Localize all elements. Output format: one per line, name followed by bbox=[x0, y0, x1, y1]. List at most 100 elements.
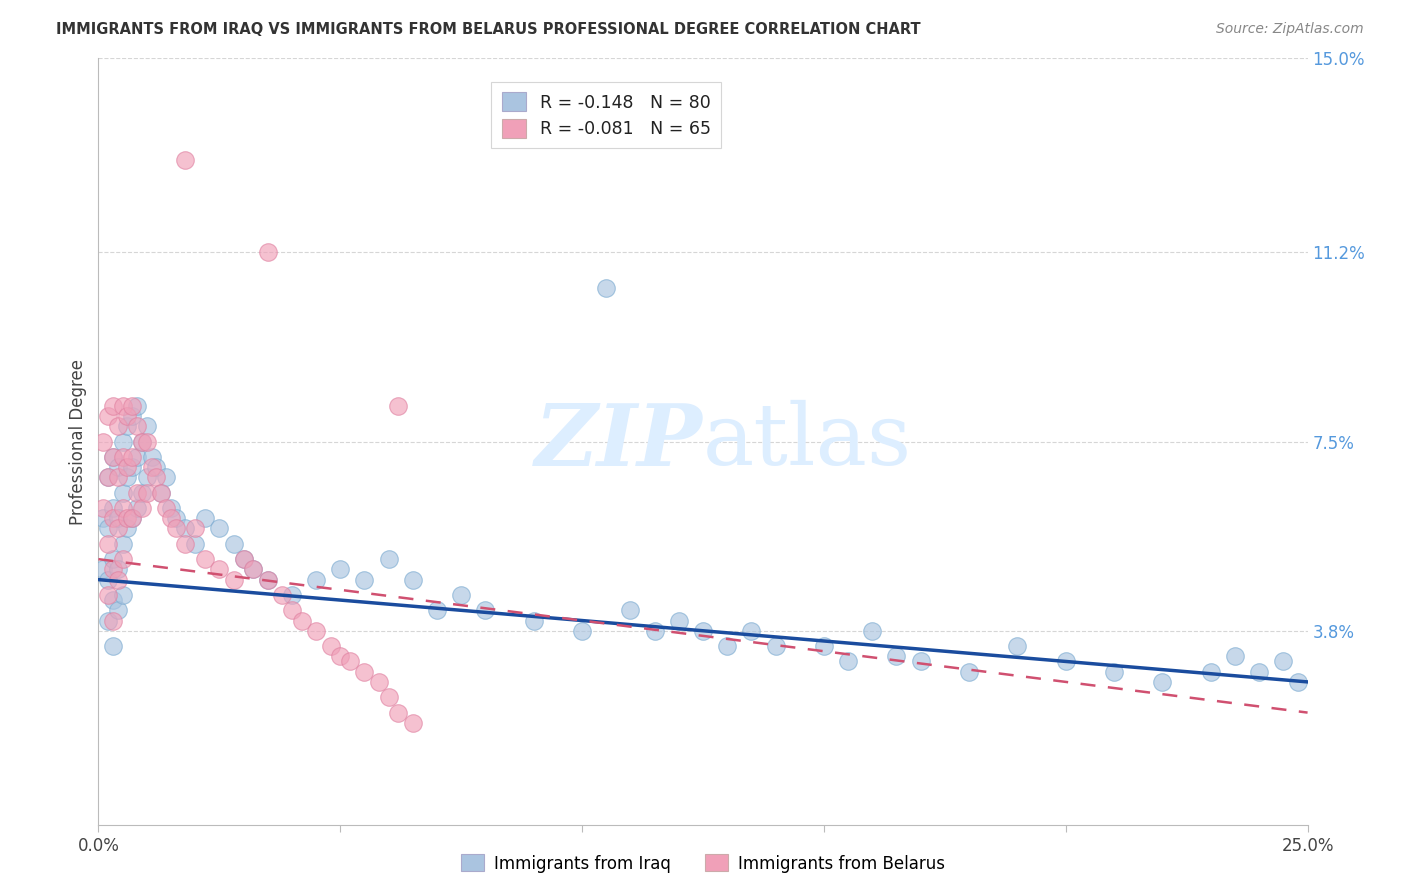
Point bbox=[107, 521, 129, 535]
Point bbox=[150, 485, 173, 500]
Point bbox=[101, 501, 124, 516]
Point bbox=[111, 399, 134, 413]
Point bbox=[387, 706, 409, 720]
Point bbox=[1272, 655, 1295, 669]
Point bbox=[155, 470, 177, 484]
Point bbox=[141, 460, 163, 475]
Point bbox=[91, 501, 114, 516]
Point bbox=[135, 470, 157, 484]
Point bbox=[117, 419, 139, 434]
Point bbox=[121, 450, 143, 464]
Point bbox=[377, 690, 399, 705]
Point bbox=[111, 537, 134, 551]
Y-axis label: Professional Degree: Professional Degree bbox=[69, 359, 87, 524]
Point bbox=[281, 588, 304, 602]
Point bbox=[135, 434, 157, 449]
Point bbox=[1102, 665, 1125, 679]
Point bbox=[91, 511, 114, 525]
Point bbox=[111, 434, 134, 449]
Point bbox=[692, 624, 714, 638]
Point bbox=[117, 470, 139, 484]
Point bbox=[208, 562, 231, 576]
Point bbox=[107, 603, 129, 617]
Point bbox=[387, 399, 409, 413]
Point bbox=[174, 521, 197, 535]
Point bbox=[194, 511, 217, 525]
Point bbox=[145, 470, 167, 484]
Point bbox=[131, 501, 153, 516]
Point bbox=[127, 419, 149, 434]
Point bbox=[740, 624, 762, 638]
Point bbox=[716, 639, 738, 653]
Point bbox=[127, 485, 149, 500]
Point bbox=[242, 562, 264, 576]
Point bbox=[101, 562, 124, 576]
Point bbox=[256, 245, 278, 260]
Point bbox=[368, 674, 391, 689]
Point bbox=[644, 624, 666, 638]
Point bbox=[97, 573, 120, 587]
Point bbox=[121, 409, 143, 423]
Point bbox=[1152, 674, 1174, 689]
Point bbox=[329, 562, 352, 576]
Point bbox=[111, 450, 134, 464]
Point bbox=[111, 588, 134, 602]
Point bbox=[97, 614, 120, 628]
Point bbox=[256, 573, 278, 587]
Point bbox=[141, 450, 163, 464]
Point bbox=[353, 573, 375, 587]
Point bbox=[101, 552, 124, 566]
Point bbox=[377, 552, 399, 566]
Point bbox=[150, 485, 173, 500]
Point bbox=[97, 470, 120, 484]
Point bbox=[1199, 665, 1222, 679]
Legend: Immigrants from Iraq, Immigrants from Belarus: Immigrants from Iraq, Immigrants from Be… bbox=[454, 847, 952, 880]
Point bbox=[111, 501, 134, 516]
Point bbox=[957, 665, 980, 679]
Point bbox=[101, 399, 124, 413]
Point bbox=[232, 552, 254, 566]
Point bbox=[131, 434, 153, 449]
Point bbox=[523, 614, 546, 628]
Point bbox=[450, 588, 472, 602]
Point bbox=[290, 614, 312, 628]
Point bbox=[97, 537, 120, 551]
Point bbox=[127, 501, 149, 516]
Point bbox=[97, 409, 120, 423]
Point bbox=[107, 562, 129, 576]
Point bbox=[97, 521, 120, 535]
Point bbox=[91, 562, 114, 576]
Point bbox=[117, 460, 139, 475]
Point bbox=[117, 511, 139, 525]
Point bbox=[619, 603, 641, 617]
Point bbox=[131, 485, 153, 500]
Point bbox=[571, 624, 593, 638]
Point bbox=[256, 573, 278, 587]
Point bbox=[329, 649, 352, 664]
Point bbox=[101, 614, 124, 628]
Point bbox=[101, 593, 124, 607]
Point bbox=[208, 521, 231, 535]
Point bbox=[97, 588, 120, 602]
Point bbox=[305, 573, 328, 587]
Point bbox=[160, 511, 183, 525]
Point bbox=[107, 573, 129, 587]
Point bbox=[165, 521, 187, 535]
Point bbox=[145, 460, 167, 475]
Point bbox=[184, 537, 207, 551]
Point bbox=[1007, 639, 1029, 653]
Point bbox=[271, 588, 294, 602]
Text: atlas: atlas bbox=[703, 400, 912, 483]
Point bbox=[131, 434, 153, 449]
Point bbox=[1249, 665, 1271, 679]
Point bbox=[101, 511, 124, 525]
Point bbox=[174, 537, 197, 551]
Point bbox=[121, 511, 143, 525]
Point bbox=[402, 573, 425, 587]
Point bbox=[281, 603, 304, 617]
Point bbox=[101, 450, 124, 464]
Point bbox=[107, 511, 129, 525]
Point bbox=[402, 715, 425, 730]
Point bbox=[91, 434, 114, 449]
Legend: R = -0.148   N = 80, R = -0.081   N = 65: R = -0.148 N = 80, R = -0.081 N = 65 bbox=[491, 82, 721, 148]
